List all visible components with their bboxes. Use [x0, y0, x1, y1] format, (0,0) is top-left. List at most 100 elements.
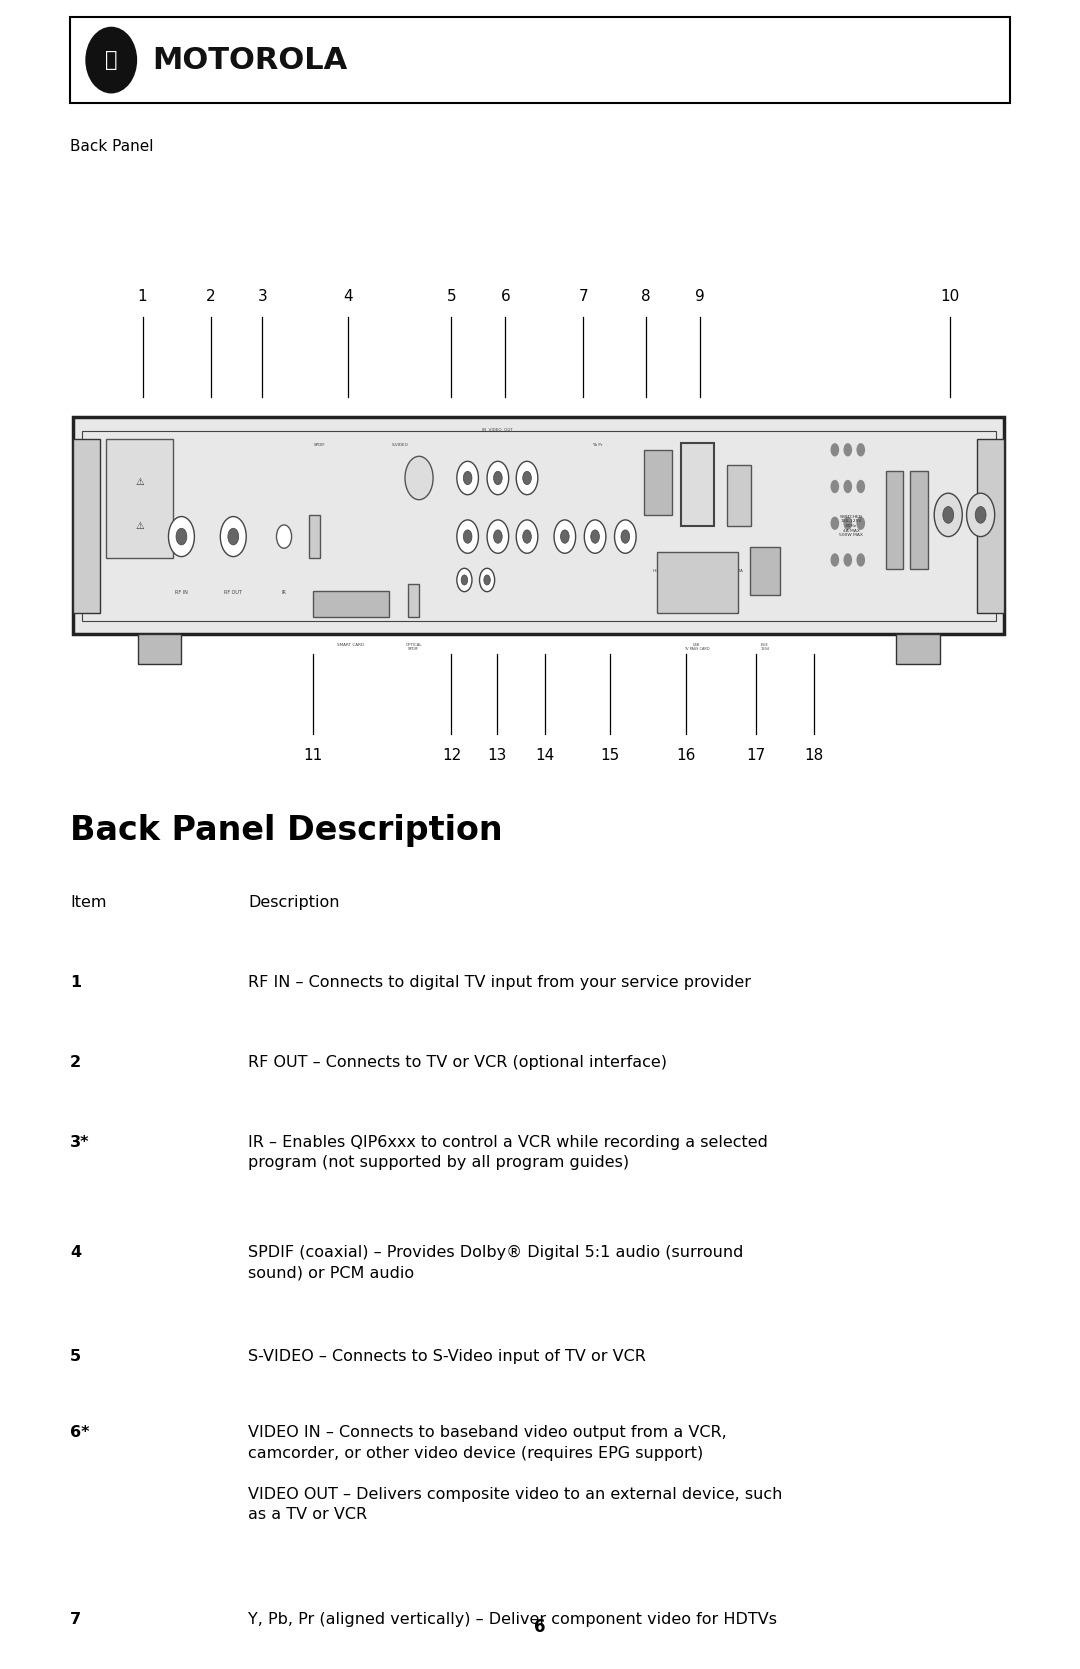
Text: 5: 5 — [70, 1349, 81, 1364]
Circle shape — [457, 569, 472, 592]
Circle shape — [856, 554, 865, 566]
Circle shape — [584, 521, 606, 554]
Text: 1: 1 — [138, 289, 147, 304]
Circle shape — [276, 524, 292, 549]
FancyBboxPatch shape — [681, 444, 714, 526]
Text: SWITCHED
105-125V
60Hz
4A MAX
500W MAX: SWITCHED 105-125V 60Hz 4A MAX 500W MAX — [839, 514, 863, 537]
Text: ETHERNET: ETHERNET — [687, 569, 708, 574]
Text: SPDIF (coaxial) – Provides Dolby® Digital 5:1 audio (surround
sound) or PCM audi: SPDIF (coaxial) – Provides Dolby® Digita… — [248, 1245, 744, 1280]
FancyBboxPatch shape — [138, 634, 181, 664]
Circle shape — [457, 461, 478, 494]
FancyBboxPatch shape — [313, 591, 389, 618]
Circle shape — [480, 569, 495, 592]
Circle shape — [228, 529, 239, 546]
Circle shape — [561, 531, 569, 544]
Text: 11: 11 — [303, 748, 323, 763]
Text: S-VIDEO: S-VIDEO — [392, 444, 409, 447]
Text: 4: 4 — [70, 1245, 81, 1260]
Text: SMART CARD: SMART CARD — [337, 643, 365, 646]
Text: 13: 13 — [487, 748, 507, 763]
Circle shape — [831, 554, 839, 566]
FancyBboxPatch shape — [70, 17, 1010, 103]
Text: Yb Pr: Yb Pr — [592, 444, 603, 447]
Text: 4: 4 — [343, 289, 352, 304]
FancyBboxPatch shape — [750, 547, 780, 596]
Text: HDMI: HDMI — [652, 569, 663, 574]
Text: 3: 3 — [257, 289, 268, 304]
Text: 7: 7 — [70, 1612, 81, 1627]
Text: 2: 2 — [206, 289, 215, 304]
Circle shape — [856, 442, 865, 456]
Circle shape — [831, 517, 839, 531]
Text: 2: 2 — [70, 1055, 81, 1070]
Circle shape — [831, 481, 839, 494]
Text: 18: 18 — [805, 748, 824, 763]
Circle shape — [843, 442, 852, 456]
Circle shape — [523, 471, 531, 484]
Text: 16: 16 — [676, 748, 696, 763]
Circle shape — [168, 517, 194, 557]
Circle shape — [943, 507, 954, 524]
Text: 9: 9 — [694, 289, 705, 304]
Circle shape — [967, 494, 995, 536]
Text: 1: 1 — [70, 975, 81, 990]
Circle shape — [516, 461, 538, 494]
FancyBboxPatch shape — [408, 584, 419, 618]
Ellipse shape — [85, 27, 137, 93]
Text: SPDIF: SPDIF — [314, 444, 325, 447]
Text: IR – Enables QIP6xxx to control a VCR while recording a selected
program (not su: IR – Enables QIP6xxx to control a VCR wh… — [248, 1135, 768, 1170]
Circle shape — [843, 554, 852, 566]
Text: 8: 8 — [642, 289, 650, 304]
Text: MOTOROLA: MOTOROLA — [152, 45, 348, 75]
Text: 15: 15 — [600, 748, 620, 763]
Text: 6*: 6* — [70, 1425, 90, 1440]
Text: 14: 14 — [536, 748, 555, 763]
Text: 7: 7 — [579, 289, 588, 304]
Circle shape — [516, 521, 538, 554]
Circle shape — [463, 471, 472, 484]
Text: RF IN – Connects to digital TV input from your service provider: RF IN – Connects to digital TV input fro… — [248, 975, 752, 990]
Circle shape — [621, 531, 630, 544]
Text: RF IN: RF IN — [175, 591, 188, 596]
FancyBboxPatch shape — [886, 471, 903, 569]
Text: 5: 5 — [447, 289, 456, 304]
Circle shape — [843, 481, 852, 494]
Circle shape — [487, 461, 509, 494]
Circle shape — [487, 521, 509, 554]
Text: Description: Description — [248, 895, 340, 910]
Text: 3*: 3* — [70, 1135, 90, 1150]
FancyBboxPatch shape — [727, 466, 751, 526]
Circle shape — [831, 442, 839, 456]
Circle shape — [523, 531, 531, 544]
Text: Item: Item — [70, 895, 107, 910]
Text: USB
TV PASS CARD: USB TV PASS CARD — [684, 643, 710, 651]
Text: 10: 10 — [941, 289, 960, 304]
FancyBboxPatch shape — [73, 439, 100, 613]
Circle shape — [934, 494, 962, 536]
Circle shape — [975, 507, 986, 524]
Circle shape — [615, 521, 636, 554]
FancyBboxPatch shape — [73, 417, 1004, 634]
Circle shape — [591, 531, 599, 544]
Circle shape — [176, 529, 187, 546]
Text: IEEE
1394: IEEE 1394 — [760, 643, 769, 651]
Circle shape — [856, 517, 865, 531]
Circle shape — [843, 517, 852, 531]
Text: ⚠: ⚠ — [136, 521, 145, 531]
Text: IR: IR — [282, 591, 286, 596]
Text: IN  VIDEO  OUT: IN VIDEO OUT — [483, 429, 513, 432]
Circle shape — [856, 481, 865, 494]
FancyBboxPatch shape — [977, 439, 1004, 613]
Circle shape — [461, 574, 468, 586]
FancyBboxPatch shape — [910, 471, 928, 569]
FancyBboxPatch shape — [106, 439, 173, 557]
Circle shape — [494, 531, 502, 544]
Text: 6: 6 — [500, 289, 511, 304]
Circle shape — [457, 521, 478, 554]
Circle shape — [220, 517, 246, 557]
Circle shape — [554, 521, 576, 554]
Circle shape — [494, 471, 502, 484]
FancyBboxPatch shape — [644, 449, 672, 514]
Text: 6: 6 — [535, 1617, 545, 1636]
FancyBboxPatch shape — [657, 552, 738, 613]
